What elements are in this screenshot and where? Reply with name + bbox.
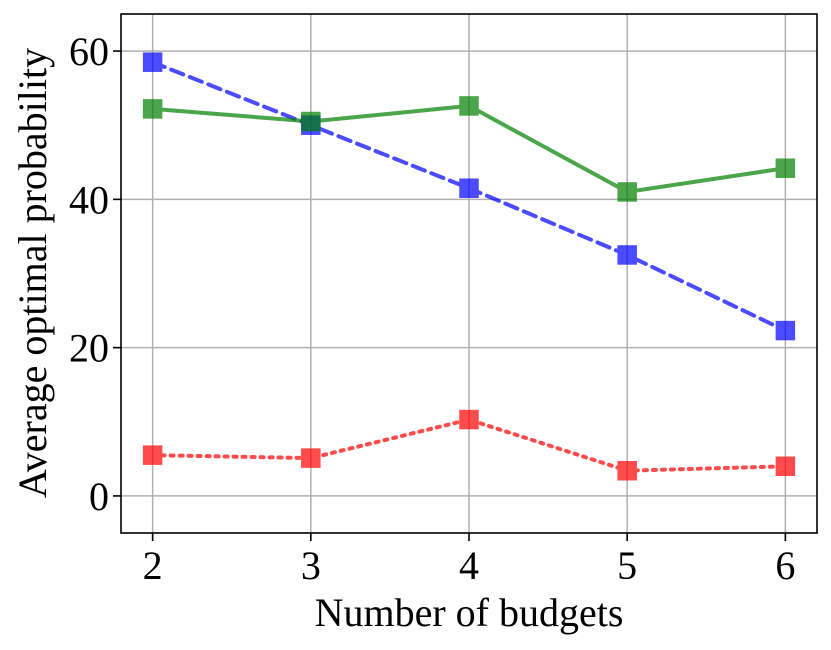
series-layer <box>142 52 796 481</box>
data-point-marker <box>775 158 796 178</box>
y-tick-label: 0 <box>89 474 109 519</box>
data-point-marker <box>617 460 637 481</box>
data-point-marker <box>459 409 479 430</box>
data-point-marker <box>142 52 163 72</box>
x-tick-label: 6 <box>775 543 795 588</box>
y-tick-label: 60 <box>69 29 109 74</box>
data-point-marker <box>459 96 479 116</box>
data-point-marker <box>301 448 321 468</box>
x-tick-label: 4 <box>459 543 479 588</box>
y-tick-label: 20 <box>69 326 109 371</box>
y-axis-label: Average optimal probability <box>10 48 55 498</box>
series-line <box>150 417 788 473</box>
x-tick-label: 2 <box>143 543 163 588</box>
data-point-marker <box>459 178 479 198</box>
data-point-marker <box>617 245 637 265</box>
x-axis-label: Number of budgets <box>315 590 624 635</box>
x-tick-label: 3 <box>301 543 321 588</box>
series-3 <box>142 409 796 481</box>
data-point-marker <box>617 182 637 202</box>
series-2 <box>142 96 796 202</box>
data-point-marker <box>775 456 796 477</box>
data-point-marker <box>142 445 163 465</box>
data-point-marker <box>775 320 796 341</box>
x-tick-label: 5 <box>617 543 637 588</box>
y-tick-label: 40 <box>69 177 109 222</box>
data-point-marker <box>142 99 163 119</box>
data-point-marker <box>301 111 321 132</box>
